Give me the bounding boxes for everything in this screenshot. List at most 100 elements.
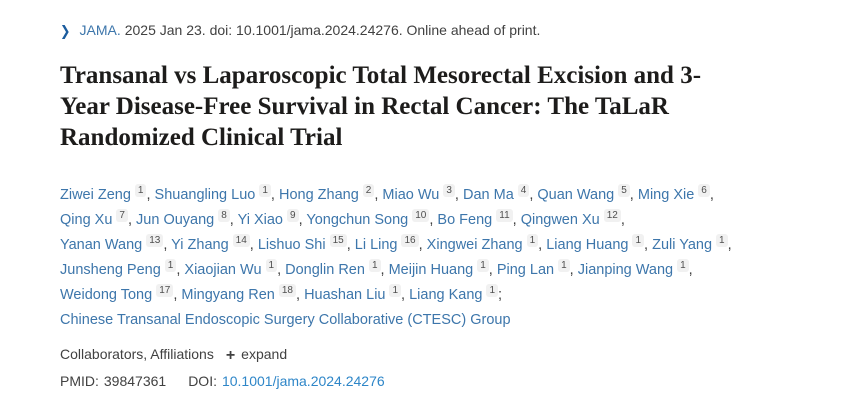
author-link[interactable]: Lishuo Shi — [257, 237, 326, 253]
author-item: Donglin Ren 1, — [285, 259, 389, 278]
affiliation-superscript[interactable]: 1 — [259, 184, 271, 197]
affiliation-superscript[interactable]: 6 — [698, 184, 710, 197]
author-item: Liang Huang 1, — [546, 234, 652, 253]
author-link[interactable]: Shuangling Luo — [154, 187, 256, 203]
author-separator: , — [401, 287, 410, 303]
affiliation-superscript[interactable]: 14 — [232, 234, 250, 247]
affiliation-superscript[interactable]: 15 — [329, 234, 347, 247]
affiliation-superscript[interactable]: 13 — [146, 234, 164, 247]
authors-block: Ziwei Zeng 1, Shuangling Luo 1, Hong Zhang… — [60, 183, 820, 333]
article-page: ❯ JAMA. 2025 Jan 23. doi: 10.1001/jama.202… — [60, 22, 820, 389]
affiliation-superscript[interactable]: 1 — [632, 234, 645, 247]
author-separator: , — [127, 212, 137, 228]
author-separator: , — [538, 237, 547, 253]
author-link[interactable]: Yongchun Song — [306, 212, 409, 228]
author-item: Meijin Huang 1, — [388, 259, 497, 278]
doi-label: DOI: — [188, 373, 217, 389]
author-separator: , — [380, 262, 389, 278]
author-item: Hong Zhang 2, — [278, 184, 383, 203]
affiliation-superscript[interactable]: 2 — [362, 184, 375, 197]
author-item: Zuli Yang 1, — [652, 234, 732, 253]
affiliation-superscript[interactable]: 1 — [368, 259, 381, 272]
journal-link[interactable]: JAMA. — [79, 22, 121, 38]
author-link[interactable]: Huashan Liu — [304, 287, 386, 303]
author-link[interactable]: Zuli Yang — [652, 237, 713, 253]
affiliation-superscript[interactable]: 1 — [477, 259, 489, 272]
affiliation-superscript[interactable]: 12 — [603, 209, 621, 222]
doi-link[interactable]: 10.1001/jama.2024.24276 — [221, 373, 385, 389]
author-link[interactable]: Donglin Ren — [285, 262, 365, 278]
author-link[interactable]: Xingwei Zhang — [426, 237, 523, 253]
author-item: Quan Wang 5, — [537, 184, 637, 203]
author-link[interactable]: Liang Kang — [409, 287, 483, 303]
author-item: Ming Xie 6, — [637, 184, 714, 203]
author-link[interactable]: Li Ling — [354, 237, 398, 253]
affiliation-superscript[interactable]: 7 — [116, 209, 128, 222]
affiliation-superscript[interactable]: 3 — [443, 184, 455, 197]
affiliation-superscript[interactable]: 5 — [618, 184, 630, 197]
author-item: Xingwei Zhang 1, — [426, 234, 547, 253]
author-item: Lishuo Shi 15, — [257, 234, 355, 253]
expand-button[interactable]: + expand — [226, 346, 287, 364]
author-item: Junsheng Peng 1, — [60, 259, 184, 278]
author-link[interactable]: Mingyang Ren — [181, 287, 275, 303]
author-separator: , — [146, 187, 155, 203]
affiliation-superscript[interactable]: 1 — [526, 234, 539, 247]
affiliation-superscript[interactable]: 1 — [265, 259, 278, 272]
article-title: Transanal vs Laparoscopic Total Mesorect… — [60, 62, 702, 151]
affiliation-superscript[interactable]: 4 — [517, 184, 530, 197]
author-separator: , — [512, 212, 521, 228]
author-link[interactable]: Ming Xie — [637, 187, 695, 203]
author-link[interactable]: Qing Xu — [60, 212, 113, 228]
affiliation-superscript[interactable]: 1 — [558, 259, 570, 272]
author-link[interactable]: Liang Huang — [546, 237, 629, 253]
author-item: Li Ling 16, — [354, 234, 427, 253]
author-link[interactable]: Junsheng Peng — [60, 262, 161, 278]
affiliation-superscript[interactable]: 1 — [486, 284, 499, 297]
author-link[interactable]: Bo Feng — [437, 212, 493, 228]
chevron-right-icon[interactable]: ❯ — [60, 23, 71, 39]
author-separator: , — [173, 287, 182, 303]
author-list: Ziwei Zeng 1, Shuangling Luo 1, Hong Zhang… — [60, 184, 732, 303]
affiliation-superscript[interactable]: 11 — [496, 209, 513, 222]
author-link[interactable]: Weidong Tong — [60, 287, 153, 303]
author-separator: , — [346, 237, 355, 253]
author-separator: , — [569, 262, 578, 278]
author-link[interactable]: Yi Zhang — [171, 237, 229, 253]
affiliation-superscript[interactable]: 1 — [677, 259, 689, 272]
affiliation-superscript[interactable]: 18 — [278, 284, 296, 297]
author-link[interactable]: Dan Ma — [462, 187, 514, 203]
author-link[interactable]: Jun Ouyang — [136, 212, 215, 228]
affiliation-superscript[interactable]: 1 — [134, 184, 147, 197]
affiliation-superscript[interactable]: 10 — [412, 209, 430, 222]
affiliation-superscript[interactable]: 16 — [401, 234, 419, 247]
author-link[interactable]: Yanan Wang — [60, 237, 143, 253]
author-separator: , — [727, 237, 732, 253]
author-link[interactable]: Ping Lan — [496, 262, 555, 278]
doi-section: DOI: 10.1001/jama.2024.24276 — [188, 373, 384, 389]
collaborative-group-link[interactable]: Chinese Transanal Endoscopic Surgery Col… — [60, 312, 511, 328]
author-link[interactable]: Quan Wang — [537, 187, 615, 203]
expand-label: expand — [241, 346, 288, 362]
affiliation-superscript[interactable]: 17 — [156, 284, 174, 297]
author-link[interactable]: Hong Zhang — [278, 187, 359, 203]
author-link[interactable]: Jianping Wang — [577, 262, 674, 278]
citation-text: 2025 Jan 23. doi: 10.1001/jama.2024.2427… — [124, 22, 541, 38]
author-separator: , — [296, 287, 305, 303]
author-separator: , — [277, 262, 286, 278]
affiliation-superscript[interactable]: 8 — [218, 209, 230, 222]
citation-bar: ❯ JAMA. 2025 Jan 23. doi: 10.1001/jama.202… — [60, 22, 782, 39]
affiliation-superscript[interactable]: 1 — [716, 234, 728, 247]
author-link[interactable]: Miao Wu — [382, 187, 440, 203]
affiliation-superscript[interactable]: 9 — [287, 209, 299, 222]
author-link[interactable]: Meijin Huang — [388, 262, 474, 278]
author-link[interactable]: Xiaojian Wu — [184, 262, 262, 278]
author-link[interactable]: Ziwei Zeng — [60, 187, 131, 203]
author-link[interactable]: Qingwen Xu — [520, 212, 600, 228]
author-link[interactable]: Yi Xiao — [237, 212, 283, 228]
affiliation-superscript[interactable]: 1 — [389, 284, 402, 297]
author-separator: , — [620, 212, 625, 228]
identifiers-row: PMID: 39847361 DOI: 10.1001/jama.2024.24276 — [60, 373, 782, 389]
affiliation-superscript[interactable]: 1 — [164, 259, 177, 272]
author-separator: , — [374, 187, 383, 203]
